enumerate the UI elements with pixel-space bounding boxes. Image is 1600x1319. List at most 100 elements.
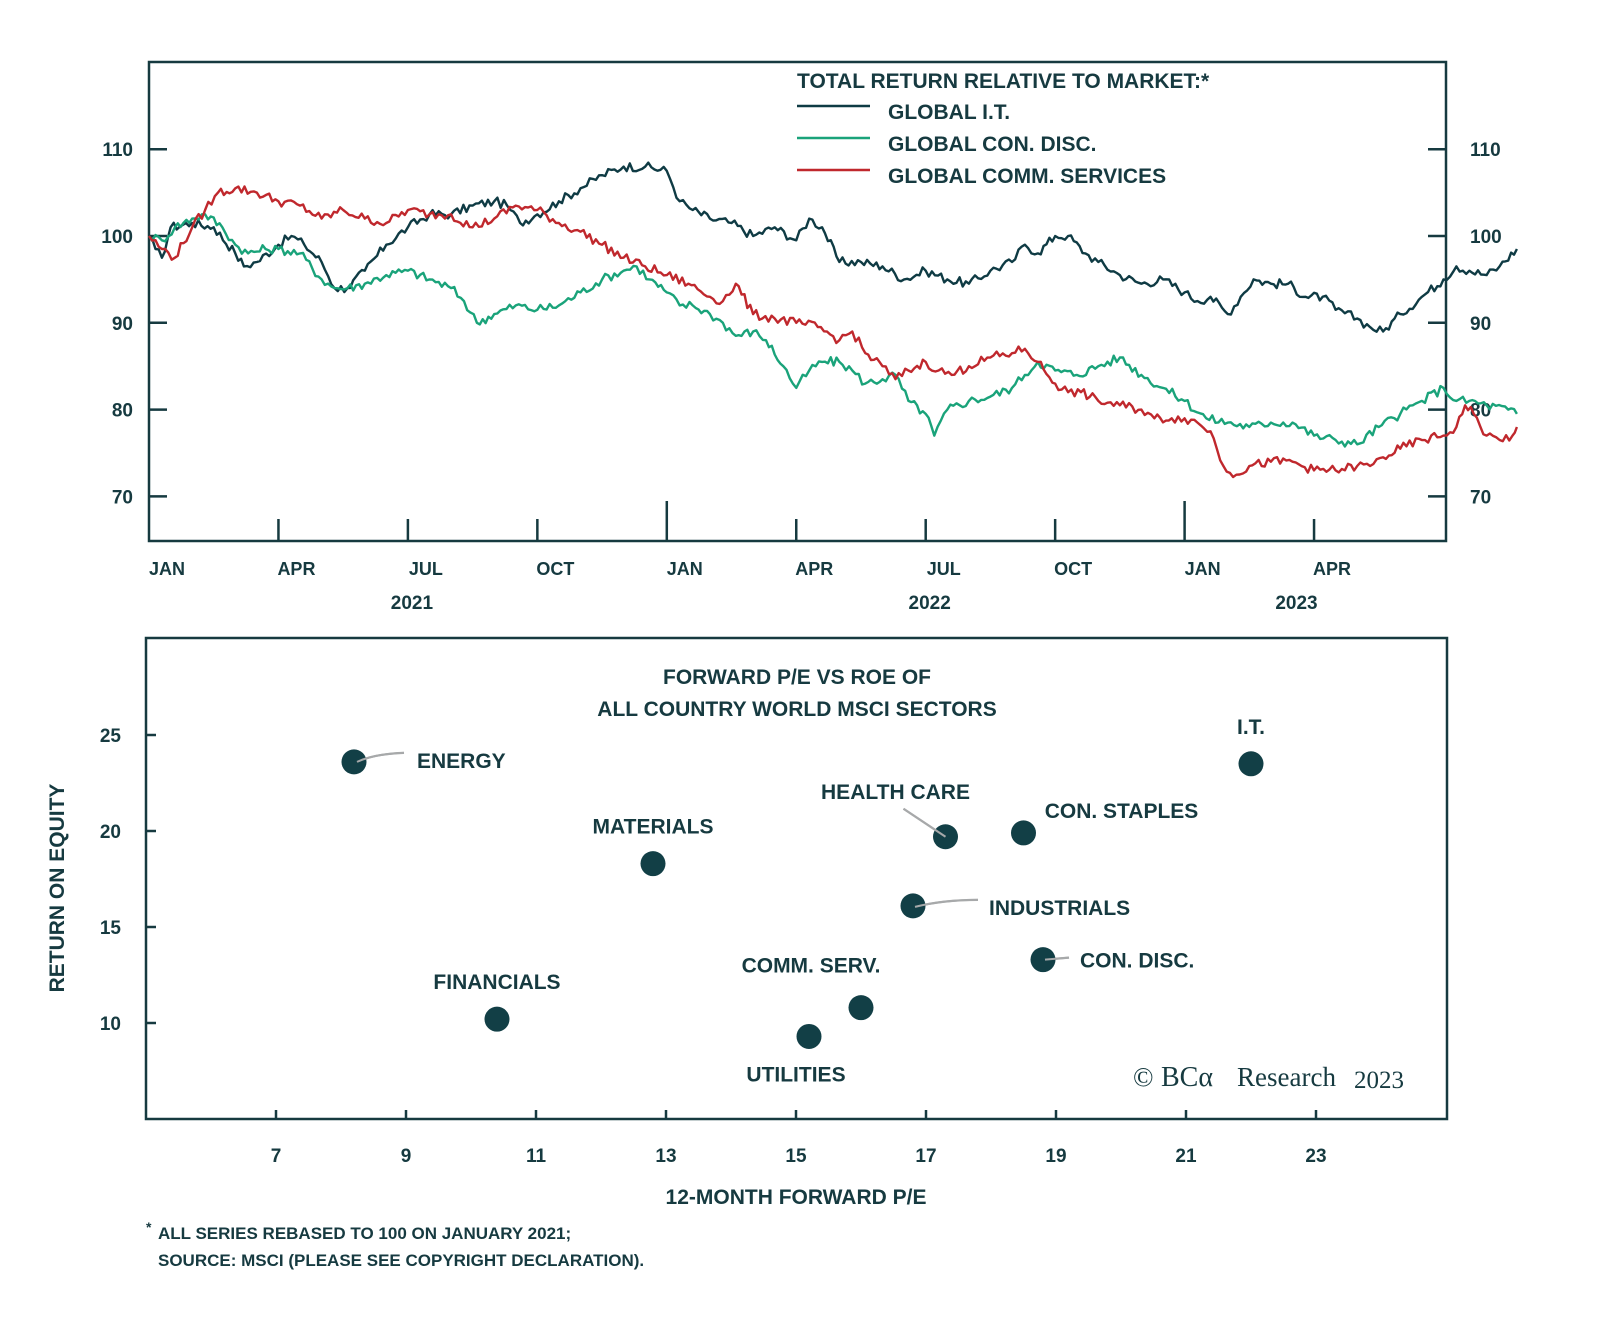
y-tick-label-right: 100: [1470, 227, 1502, 248]
point-industrials: INDUSTRIALS: [900, 893, 1130, 920]
point-label: MATERIALS: [593, 816, 714, 839]
point-label: FINANCIALS: [433, 971, 560, 994]
scatter-title-line-2: ALL COUNTRY WORLD MSCI SECTORS: [597, 698, 996, 721]
watermark-brand: BCα: [1161, 1062, 1213, 1093]
series-group: [148, 161, 1519, 479]
line-chart-frame: [147, 60, 1448, 543]
x-tick-label: 23: [1305, 1146, 1326, 1167]
year-label: 2023: [1275, 593, 1317, 614]
y-axis-label: RETURN ON EQUITY: [46, 784, 69, 993]
y-tick-label-left: 80: [112, 401, 133, 422]
y-axis-left: 70 80 90 100 110: [101, 140, 167, 508]
y-tick-label-right: 110: [1470, 140, 1501, 161]
series-line-global-i-t: [148, 161, 1518, 333]
y-axis: 10 15 20 25: [100, 726, 156, 1035]
point-energy: ENERGY: [341, 749, 506, 775]
x-tick-label: OCT: [1054, 559, 1092, 579]
x-axis: 7 9 11 13 15 17 19 21 23: [271, 1110, 1327, 1167]
x-tick-label: JUL: [409, 559, 443, 579]
watermark-year: 2023: [1354, 1067, 1404, 1094]
footnote-line-2: SOURCE: MSCI (PLEASE SEE COPYRIGHT DECLA…: [158, 1251, 644, 1270]
footnote: * ALL SERIES REBASED TO 100 ON JANUARY 2…: [146, 1219, 644, 1270]
x-tick-label: 7: [271, 1146, 282, 1167]
x-tick-label: JAN: [667, 559, 703, 579]
y-tick-label-left: 100: [101, 227, 133, 248]
year-label: 2021: [391, 593, 434, 614]
x-tick-label: APR: [1313, 559, 1351, 579]
point-label: COMM. SERV.: [742, 955, 881, 978]
watermark: © BCα Research 2023: [1133, 1062, 1404, 1094]
x-tick-label: JAN: [1185, 559, 1221, 579]
y-tick-label-left: 70: [112, 487, 133, 508]
x-tick-label: APR: [277, 559, 315, 579]
x-tick-label: 11: [526, 1146, 547, 1167]
point-label: INDUSTRIALS: [989, 897, 1130, 920]
x-tick-label: 21: [1175, 1146, 1197, 1167]
y-tick-label: 15: [100, 918, 122, 939]
leader-line-tip: [914, 898, 979, 908]
scatter-point: [900, 893, 926, 919]
point-label: I.T.: [1237, 716, 1265, 739]
point-comm-serv: COMM. SERV.: [742, 955, 881, 1021]
scatter-point: [484, 1006, 510, 1032]
point-label: CON. DISC.: [1080, 950, 1194, 973]
x-tick-label: 13: [655, 1146, 676, 1167]
y-tick-label: 25: [100, 726, 122, 747]
y-tick-label-left: 90: [112, 314, 133, 335]
y-tick-label-right: 90: [1470, 314, 1491, 335]
scatter-point: [1030, 947, 1056, 973]
points-group: ENERGY MATERIALS FINANCIALS UTILITIES COMM. …: [341, 716, 1265, 1086]
series-line-global-comm-services: [148, 185, 1519, 479]
scatter-point: [1011, 820, 1036, 846]
year-label: 2022: [909, 593, 951, 614]
leader-line-tip: [902, 807, 947, 838]
x-tick-label: 19: [1045, 1146, 1066, 1167]
scatter-point: [640, 851, 666, 877]
y-tick-label: 10: [100, 1014, 121, 1035]
point-label: CON. STAPLES: [1045, 800, 1199, 823]
scatter-chart: FORWARD P/E VS ROE OF ALL COUNTRY WORLD …: [46, 636, 1449, 1209]
footnote-marker: *: [146, 1219, 152, 1235]
x-axis-label: 12-MONTH FORWARD P/E: [666, 1186, 927, 1209]
point-financials: FINANCIALS: [433, 971, 561, 1032]
footnote-line-1: ALL SERIES REBASED TO 100 ON JANUARY 202…: [158, 1224, 571, 1243]
x-tick-label: 9: [401, 1146, 412, 1167]
y-tick-label: 20: [100, 822, 121, 843]
point-label: HEALTH CARE: [821, 781, 970, 804]
x-tick-label: 15: [785, 1146, 807, 1167]
legend-label-global-it: GLOBAL I.T.: [888, 101, 1010, 124]
point-con-disc: CON. DISC.: [1030, 947, 1194, 973]
legend: TOTAL RETURN RELATIVE TO MARKET:* GLOBAL…: [797, 70, 1210, 188]
legend-label-global-con-disc: GLOBAL CON. DISC.: [888, 133, 1096, 156]
x-tick-label: JAN: [149, 559, 185, 579]
legend-label-global-comm-services: GLOBAL COMM. SERVICES: [888, 165, 1166, 188]
legend-title: TOTAL RETURN RELATIVE TO MARKET:*: [797, 70, 1210, 93]
watermark-research: Research: [1237, 1062, 1336, 1092]
scatter-point: [848, 995, 874, 1021]
leader-line-tip: [1044, 956, 1070, 961]
point-label: UTILITIES: [746, 1063, 845, 1086]
scatter-point: [1238, 751, 1264, 777]
scatter-point: [796, 1023, 822, 1049]
point-health-care: HEALTH CARE: [821, 781, 970, 850]
point-label: ENERGY: [417, 750, 506, 773]
x-tick-label: JUL: [927, 559, 961, 579]
point-materials: MATERIALS: [593, 816, 714, 877]
x-tick-label: APR: [795, 559, 833, 579]
y-tick-label-left: 110: [102, 140, 133, 161]
point-con-staples: CON. STAPLES: [1011, 800, 1198, 846]
leader-line-tip: [356, 751, 405, 763]
point-utilities: UTILITIES: [746, 1023, 846, 1086]
watermark-copyright: ©: [1133, 1062, 1154, 1092]
x-tick-label: OCT: [536, 559, 574, 579]
point-i-t: I.T.: [1237, 716, 1265, 777]
y-tick-label-right: 70: [1470, 487, 1491, 508]
scatter-point: [341, 749, 367, 775]
x-axis: JAN APR JUL OCT JAN APR JUL OCT JAN APR 2021 2022 20…: [149, 501, 1351, 614]
series-line-global-con-disc: [148, 213, 1518, 448]
scatter-title-line-1: FORWARD P/E VS ROE OF: [663, 666, 931, 689]
x-tick-label: 17: [915, 1146, 936, 1167]
